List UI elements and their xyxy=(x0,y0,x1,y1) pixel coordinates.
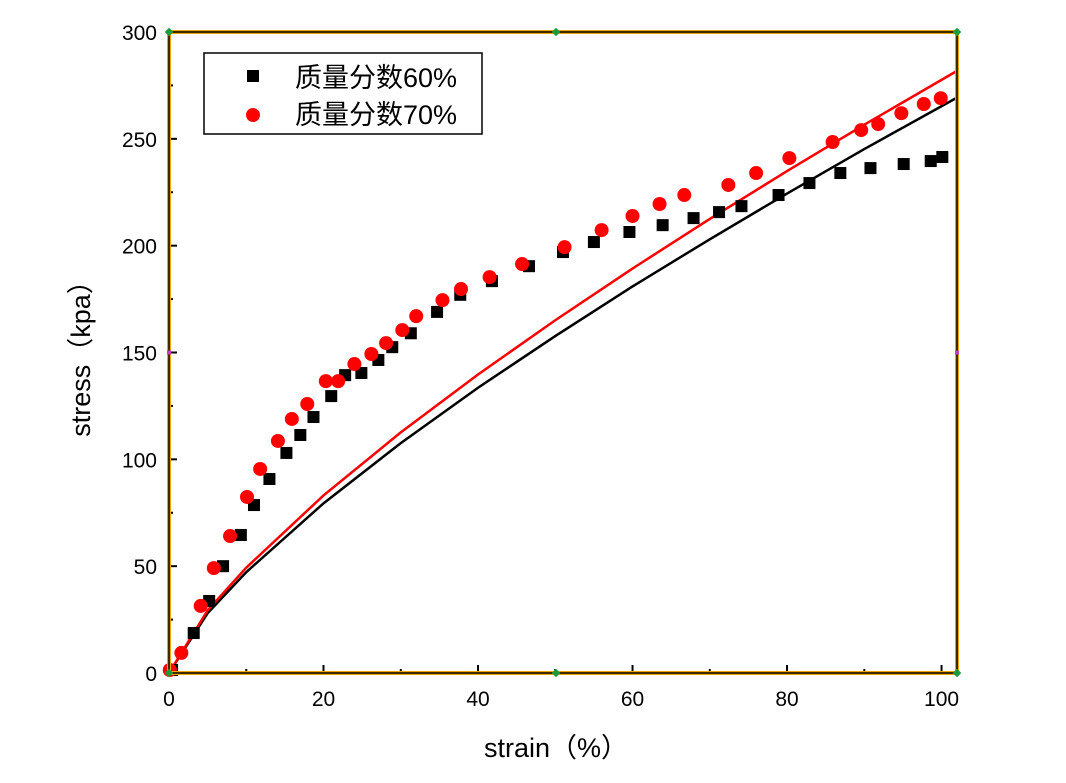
data-point-square xyxy=(936,150,949,163)
data-point-square xyxy=(834,167,847,180)
data-point-square xyxy=(713,206,726,219)
data-point-circle xyxy=(594,223,609,238)
data-point-circle xyxy=(557,240,572,255)
x-tick-label: 0 xyxy=(163,688,175,711)
data-point-circle xyxy=(223,529,238,544)
data-point-circle xyxy=(749,166,764,181)
y-tick-label: 300 xyxy=(122,22,157,45)
frame-handle xyxy=(955,350,959,355)
data-point-square xyxy=(656,219,669,232)
data-point-circle xyxy=(300,396,315,411)
data-point-circle xyxy=(409,309,424,324)
data-point-square xyxy=(325,390,338,403)
x-tick-label: 40 xyxy=(466,688,489,711)
data-points xyxy=(162,91,949,678)
legend-marker-circle xyxy=(246,108,260,122)
data-point-square xyxy=(234,528,247,541)
data-point-square xyxy=(431,305,444,318)
fit-line xyxy=(167,69,958,674)
data-point-circle xyxy=(482,270,497,285)
data-point-circle xyxy=(284,411,299,426)
data-point-square xyxy=(263,472,276,485)
data-point-circle xyxy=(916,97,931,112)
data-point-square xyxy=(687,212,700,225)
data-point-circle xyxy=(318,374,333,389)
y-tick-labels: 0 50 100 150 200 250 300 xyxy=(122,22,157,686)
legend: 质量分数60% 质量分数70% xyxy=(203,52,483,135)
frame-handle xyxy=(952,27,962,37)
data-point-circle xyxy=(253,461,268,476)
data-point-square xyxy=(897,158,910,171)
data-point-circle xyxy=(625,208,640,223)
data-point-square xyxy=(924,155,937,168)
data-point-square xyxy=(803,177,816,190)
y-axis-label: stress（kpa） xyxy=(66,267,96,437)
data-point-square xyxy=(355,367,368,380)
fit-lines xyxy=(167,69,958,674)
data-point-square xyxy=(772,189,785,202)
plot-frame xyxy=(164,27,962,678)
data-point-circle xyxy=(193,598,208,613)
x-axis-label: strain（%） xyxy=(484,733,628,763)
data-point-circle xyxy=(206,561,221,576)
legend-label-70: 质量分数70% xyxy=(295,100,457,130)
legend-marker-square xyxy=(247,70,259,82)
data-point-square xyxy=(307,411,320,424)
data-point-circle xyxy=(331,374,346,389)
y-tick-label: 100 xyxy=(122,449,157,472)
x-tick-labels: 0 20 40 60 80 100 xyxy=(163,688,959,711)
frame-handle xyxy=(952,668,962,678)
data-point-circle xyxy=(721,177,736,192)
data-point-circle xyxy=(652,197,667,212)
frame-handle xyxy=(164,27,174,37)
data-point-circle xyxy=(854,123,869,138)
data-point-square xyxy=(623,225,636,238)
x-tick-label: 100 xyxy=(924,688,959,711)
data-point-square xyxy=(864,162,877,175)
data-point-circle xyxy=(379,336,394,351)
data-point-square xyxy=(735,200,748,213)
frame-handle xyxy=(551,668,561,678)
data-point-circle xyxy=(515,257,530,272)
data-point-circle xyxy=(240,489,255,504)
legend-label-60: 质量分数60% xyxy=(295,63,457,93)
y-tick-label: 50 xyxy=(134,556,157,579)
data-point-circle xyxy=(677,188,692,203)
data-point-circle xyxy=(270,433,285,448)
frame-handle xyxy=(551,27,561,37)
x-tick-label: 80 xyxy=(775,688,798,711)
data-point-circle xyxy=(364,346,379,361)
data-point-square xyxy=(280,446,293,459)
data-point-square xyxy=(187,627,200,640)
frame-handle xyxy=(167,350,171,355)
data-point-circle xyxy=(894,106,909,121)
data-point-circle xyxy=(435,293,450,308)
y-tick-label: 200 xyxy=(122,236,157,259)
fit-line xyxy=(167,96,958,674)
x-tick-label: 60 xyxy=(621,688,644,711)
data-point-circle xyxy=(871,117,886,132)
data-point-circle xyxy=(933,91,948,106)
data-point-circle xyxy=(454,282,469,297)
data-point-circle xyxy=(347,357,362,372)
x-tick-label: 20 xyxy=(312,688,335,711)
y-tick-label: 0 xyxy=(145,663,157,686)
data-point-square xyxy=(587,236,600,249)
data-point-circle xyxy=(825,135,840,150)
y-tick-label: 250 xyxy=(122,129,157,152)
data-point-circle xyxy=(782,151,797,166)
data-point-square xyxy=(294,428,307,441)
y-tick-label: 150 xyxy=(122,343,157,366)
data-point-circle xyxy=(395,323,410,338)
data-point-circle xyxy=(174,645,189,660)
